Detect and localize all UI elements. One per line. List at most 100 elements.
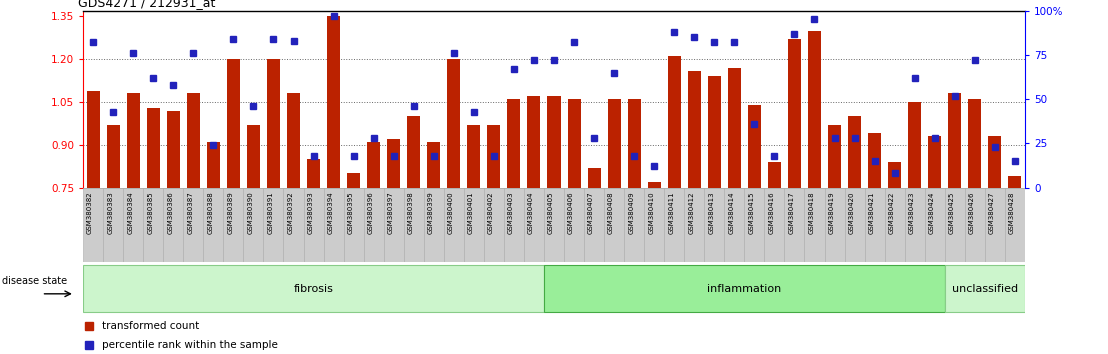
Bar [909,102,921,188]
Bar [488,125,501,188]
Bar [247,125,260,188]
Bar [367,142,380,188]
Bar [527,96,541,188]
Bar [587,168,601,188]
Bar [327,16,340,188]
Bar [1005,188,1025,262]
Bar [808,30,821,188]
Text: disease state: disease state [2,276,66,286]
Bar [627,99,640,188]
Text: GSM380419: GSM380419 [829,191,834,234]
Bar [86,91,100,188]
Bar [945,188,965,262]
Bar [504,188,524,262]
Bar [387,139,400,188]
Bar [864,188,884,262]
Bar [83,188,103,262]
Bar [804,188,824,262]
Bar [564,188,584,262]
Text: GDS4271 / 212931_at: GDS4271 / 212931_at [79,0,216,10]
Bar [848,116,861,188]
Text: GSM380398: GSM380398 [408,191,413,234]
Bar [444,188,464,262]
Bar [784,188,804,262]
Text: GSM380409: GSM380409 [628,191,634,234]
Text: GSM380427: GSM380427 [988,191,995,234]
Bar [304,188,324,262]
Bar [204,188,224,262]
Bar [968,99,982,188]
Text: unclassified: unclassified [952,284,1018,293]
Bar [544,188,564,262]
Bar [408,116,420,188]
Text: GSM380428: GSM380428 [1009,191,1015,234]
Bar [167,110,179,188]
Text: GSM380392: GSM380392 [287,191,294,234]
Bar [183,188,204,262]
Bar [207,142,219,188]
Text: GSM380404: GSM380404 [527,191,534,234]
Text: GSM380407: GSM380407 [588,191,594,234]
Bar [824,188,844,262]
Text: GSM380423: GSM380423 [909,191,915,234]
Bar [123,188,143,262]
Bar [264,188,284,262]
Bar [324,188,343,262]
Text: GSM380396: GSM380396 [368,191,373,234]
Bar [929,136,941,188]
Text: GSM380400: GSM380400 [448,191,454,234]
Text: GSM380391: GSM380391 [267,191,274,234]
Bar [524,188,544,262]
Text: GSM380385: GSM380385 [147,191,153,234]
Bar [227,59,240,188]
Bar [363,188,383,262]
Bar [163,188,183,262]
Bar [484,188,504,262]
Text: GSM380394: GSM380394 [328,191,334,234]
Bar [448,59,460,188]
Bar [287,93,300,188]
Text: GSM380382: GSM380382 [88,191,93,234]
Bar [705,188,725,262]
Bar [343,188,363,262]
Bar [544,265,945,313]
Text: GSM380411: GSM380411 [668,191,675,234]
Bar [604,188,624,262]
Bar [584,188,604,262]
Bar [728,68,741,188]
Bar [607,99,620,188]
Bar [224,188,244,262]
Bar [126,93,140,188]
Bar [868,133,881,188]
Bar [748,105,761,188]
Text: GSM380405: GSM380405 [548,191,554,234]
Bar [965,188,985,262]
Bar [788,39,801,188]
Bar [146,108,160,188]
Bar [106,125,120,188]
Bar [745,188,765,262]
Text: GSM380403: GSM380403 [507,191,514,234]
Text: GSM380420: GSM380420 [849,191,854,234]
Text: GSM380397: GSM380397 [388,191,393,234]
Text: GSM380421: GSM380421 [869,191,874,234]
Text: GSM380401: GSM380401 [468,191,474,234]
Bar [567,99,581,188]
Text: GSM380383: GSM380383 [107,191,113,234]
Bar [103,188,123,262]
Text: GSM380406: GSM380406 [568,191,574,234]
Text: GSM380395: GSM380395 [348,191,353,234]
Bar [83,265,544,313]
Bar [725,188,745,262]
Text: GSM380389: GSM380389 [227,191,234,234]
Text: GSM380424: GSM380424 [929,191,935,234]
Bar [828,125,841,188]
Bar [685,188,705,262]
Bar [985,188,1005,262]
Text: GSM380426: GSM380426 [968,191,975,234]
Text: GSM380415: GSM380415 [748,191,755,234]
Text: GSM380399: GSM380399 [428,191,433,234]
Bar [403,188,423,262]
Bar [187,93,199,188]
Bar [347,173,360,188]
